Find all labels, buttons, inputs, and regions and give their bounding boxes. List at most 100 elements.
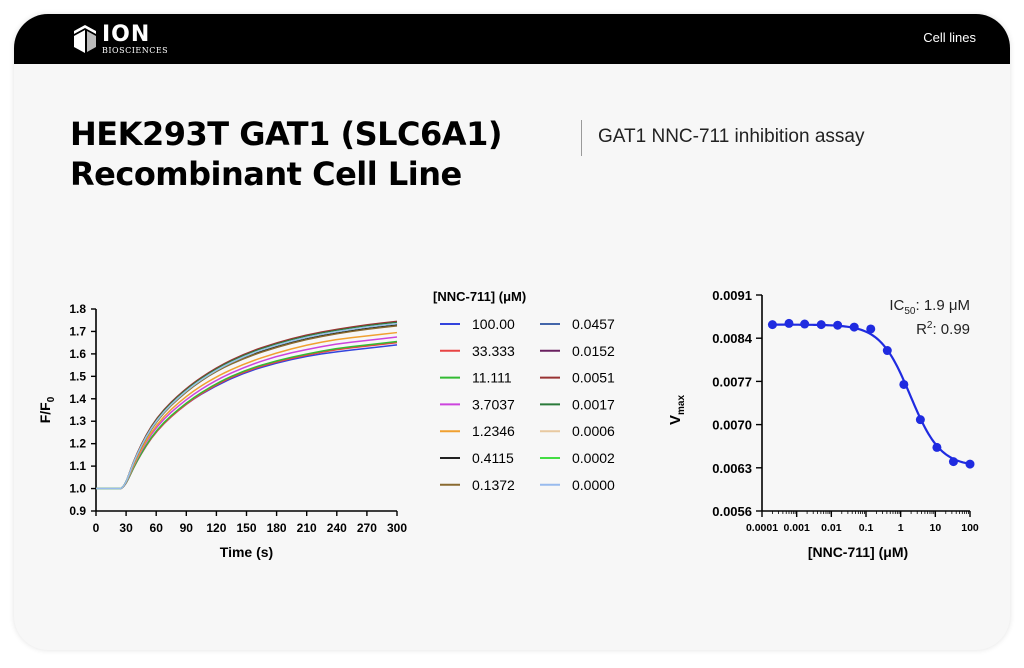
page-subtitle: GAT1 NNC-711 inhibition assay xyxy=(598,126,865,147)
kinetic-y-tick-label: 1.8 xyxy=(69,302,86,316)
kinetic-x-tick-label: 60 xyxy=(150,521,164,535)
legend-label-8: 0.0152 xyxy=(572,343,615,359)
kinetic-y-axis-label: F/F0 xyxy=(37,396,57,423)
dose-data-point xyxy=(833,320,843,330)
kinetic-x-tick-label: 90 xyxy=(180,521,194,535)
ic50-label-sub: 50 xyxy=(904,306,916,317)
kinetic-series-lines xyxy=(96,320,398,490)
dose-data-point xyxy=(932,442,942,452)
dose-x-tick-label: 0.001 xyxy=(784,522,810,534)
kinetic-y-tick-label: 1.4 xyxy=(69,392,86,406)
r2-label-main: R xyxy=(916,321,927,338)
kinetic-x-tick-label: 120 xyxy=(206,521,226,535)
legend-label-12: 0.0002 xyxy=(572,450,615,466)
kinetic-x-tick-label: 240 xyxy=(327,521,347,535)
dose-y-tick-label: 0.0070 xyxy=(712,418,752,433)
kinetic-x-axis: 0 30 60 90 120 150 180 210 240 270 300 xyxy=(93,510,407,535)
dose-x-tick-label: 0.0001 xyxy=(746,522,778,534)
kinetic-y-axis: 0.9 1.0 1.1 1.2 1.3 1.4 1.5 1.6 1.7 1.8 xyxy=(69,302,97,518)
legend-label-13: 0.0000 xyxy=(572,477,615,493)
dose-y-tick-label: 0.0063 xyxy=(712,461,752,476)
legend-label-11: 0.0006 xyxy=(572,423,615,439)
ic50-annotation: IC50: 1.9 μM xyxy=(889,297,970,317)
dose-y-tick-label: 0.0056 xyxy=(712,504,752,519)
kinetic-x-axis-label: Time (s) xyxy=(220,544,273,560)
ion-biosciences-logo[interactable]: ION BIOSCIENCES xyxy=(72,22,168,56)
legend-label-3: 3.7037 xyxy=(472,396,515,412)
kinetic-y-tick-label: 0.9 xyxy=(69,504,86,518)
dose-x-tick-label: 10 xyxy=(929,522,941,534)
dose-y-label-main: V xyxy=(667,415,684,425)
kinetic-x-tick-label: 300 xyxy=(387,521,407,535)
dose-x-tick-label: 100 xyxy=(961,522,979,534)
kinetic-legend: 100.00 33.333 11.111 3.7037 1.2346 0.4115 0.13… xyxy=(440,316,615,493)
kinetic-x-tick-label: 30 xyxy=(119,521,133,535)
dose-x-tick-label: 0.01 xyxy=(821,522,842,534)
kinetic-x-tick-label: 150 xyxy=(236,521,256,535)
kinetic-y-tick-label: 1.2 xyxy=(69,437,86,451)
legend-title: [NNC-711] (μM) xyxy=(433,289,526,304)
logo-subtitle: BIOSCIENCES xyxy=(102,45,169,55)
legend-label-4: 1.2346 xyxy=(472,423,515,439)
kinetic-y-tick-label: 1.6 xyxy=(69,347,86,361)
dose-x-axis-label: [NNC-711] (μM) xyxy=(808,544,908,560)
legend-label-5: 0.4115 xyxy=(472,450,514,466)
dose-y-axis-label: Vmax xyxy=(667,395,687,425)
ic50-value: : 1.9 μM xyxy=(916,297,971,314)
kinetic-y-tick-label: 1.7 xyxy=(69,324,86,338)
kinetic-x-tick-label: 180 xyxy=(267,521,287,535)
legend-label-6: 0.1372 xyxy=(472,477,515,493)
dose-y-axis: 0.0056 0.0063 0.0070 0.0077 0.0084 0.0091 xyxy=(712,288,763,519)
dose-data-point xyxy=(816,320,826,330)
r2-value: : 0.99 xyxy=(932,321,970,338)
dose-x-tick-label: 1 xyxy=(898,522,904,534)
dose-y-label-sub: max xyxy=(676,395,687,415)
dose-data-point xyxy=(784,318,794,328)
legend-label-9: 0.0051 xyxy=(572,370,615,386)
kinetic-x-tick-label: 0 xyxy=(93,521,100,535)
kinetic-y-tick-label: 1.1 xyxy=(69,459,86,473)
dose-data-point xyxy=(882,346,892,356)
ic50-label-main: IC xyxy=(889,297,904,314)
kinetic-x-tick-label: 210 xyxy=(297,521,317,535)
dose-y-tick-label: 0.0091 xyxy=(712,288,752,303)
dose-data-point xyxy=(965,459,975,469)
legend-label-2: 11.111 xyxy=(472,370,512,386)
legend-label-0: 100.00 xyxy=(472,316,515,332)
dose-x-axis: 0.0001 0.001 0.01 0.1 1 10 100 xyxy=(746,510,979,534)
legend-label-1: 33.333 xyxy=(472,343,515,359)
dose-data-point xyxy=(800,319,810,329)
kinetic-y-label-sub: 0 xyxy=(46,396,57,402)
page-title-line-1: HEK293T GAT1 (SLC6A1) xyxy=(70,115,502,153)
logo-name: ION xyxy=(102,21,151,47)
kinetic-series-line-13 xyxy=(96,322,398,490)
dose-y-tick-label: 0.0077 xyxy=(712,374,752,389)
dose-x-tick-label: 0.1 xyxy=(859,522,874,534)
dose-data-point xyxy=(767,320,777,330)
kinetic-y-label-main: F/F xyxy=(37,402,53,423)
r2-label-sup: 2 xyxy=(927,320,933,331)
content-card: ION BIOSCIENCES Cell lines HEK293T GAT1 … xyxy=(14,14,1010,650)
dose-data-point xyxy=(899,379,909,389)
ion-logo-icon xyxy=(74,25,96,53)
title-divider xyxy=(581,120,582,156)
kinetic-y-tick-label: 1.0 xyxy=(69,482,86,496)
dose-fit-curve xyxy=(772,323,969,465)
dose-y-tick-label: 0.0084 xyxy=(712,331,753,346)
kinetic-y-tick-label: 1.5 xyxy=(69,369,86,383)
kinetic-x-tick-label: 270 xyxy=(357,521,377,535)
kinetic-y-tick-label: 1.3 xyxy=(69,414,86,428)
dose-data-point xyxy=(866,324,876,334)
dose-data-points xyxy=(767,318,975,469)
dose-data-point xyxy=(849,322,859,332)
dose-data-point xyxy=(915,415,925,425)
page-title: HEK293T GAT1 (SLC6A1) Recombinant Cell L… xyxy=(70,114,502,194)
legend-label-10: 0.0017 xyxy=(572,396,615,412)
top-bar: ION BIOSCIENCES Cell lines xyxy=(14,14,1010,64)
nav-link-cell-lines[interactable]: Cell lines xyxy=(923,30,976,45)
legend-label-7: 0.0457 xyxy=(572,316,615,332)
r2-annotation: R2: 0.99 xyxy=(916,320,970,338)
page-title-line-2: Recombinant Cell Line xyxy=(70,155,462,193)
